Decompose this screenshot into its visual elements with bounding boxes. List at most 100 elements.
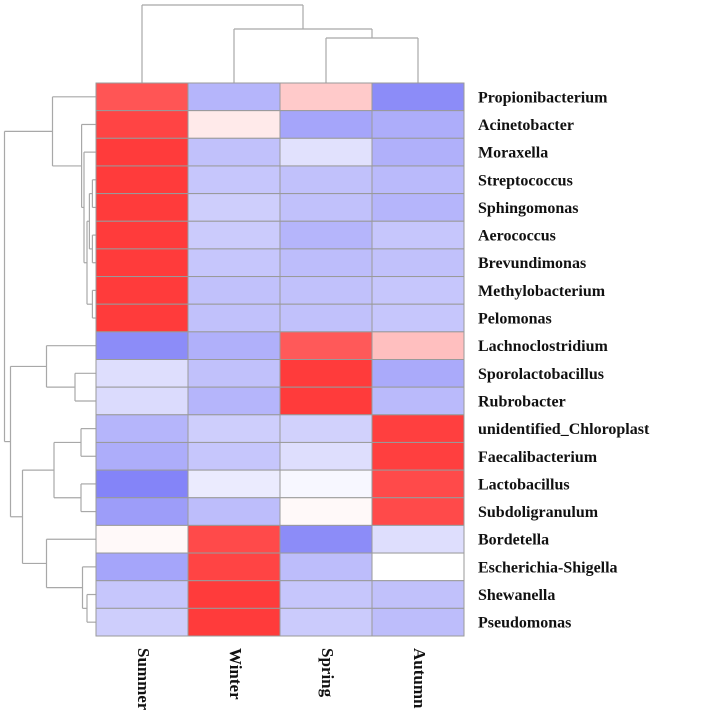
row-dendrogram — [3, 96, 96, 623]
heatmap-cell — [95, 524, 189, 554]
heatmap-cell — [279, 276, 373, 305]
row-label: Pelomonas — [478, 311, 552, 328]
heatmap-cell — [95, 248, 189, 278]
heatmap-cell — [187, 165, 281, 195]
heatmap-cell — [95, 110, 189, 139]
heatmap-cell — [187, 441, 281, 471]
heatmap-cell — [187, 414, 281, 443]
heatmap-cell — [95, 497, 189, 526]
row-label: Aerococcus — [478, 228, 556, 245]
heatmap-cell — [95, 165, 189, 195]
heatmap-cell — [187, 248, 281, 278]
heatmap-cell — [371, 552, 465, 582]
heatmap-cell — [371, 441, 465, 471]
heatmap-cell — [371, 414, 465, 443]
heatmap-cell — [371, 248, 465, 278]
heatmap-cell — [95, 137, 189, 167]
heatmap-cell — [279, 359, 373, 388]
heatmap-cell — [279, 110, 373, 139]
heatmap-cell — [371, 331, 465, 361]
heatmap-cell — [371, 303, 465, 333]
heatmap-cell — [279, 248, 373, 278]
row-label: Propionibacterium — [478, 89, 608, 106]
row-label: Bordetella — [478, 532, 549, 549]
heatmap-cells — [95, 82, 465, 637]
heatmap-cell — [95, 469, 189, 499]
heatmap-cell — [187, 524, 281, 554]
heatmap-cell — [187, 359, 281, 388]
column-label: Spring — [318, 648, 337, 698]
row-label: Streptococcus — [478, 172, 573, 189]
column-labels: Summer Winter Spring Autumn — [134, 648, 429, 711]
heatmap-cell — [371, 607, 465, 637]
heatmap-cell — [187, 497, 281, 526]
heatmap-cell — [187, 82, 281, 112]
heatmap-cell — [279, 414, 373, 443]
heatmap-cell — [187, 220, 281, 250]
row-label: Sporolactobacillus — [478, 366, 604, 383]
heatmap-cell — [279, 552, 373, 582]
row-label: Pseudomonas — [478, 615, 571, 632]
row-label: Rubrobacter — [478, 393, 566, 410]
heatmap-cell — [371, 469, 465, 499]
row-label: Acinetobacter — [478, 117, 574, 134]
row-label: Brevundimonas — [478, 255, 586, 272]
row-label: Methylobacterium — [478, 283, 606, 300]
row-label: unidentified_Chloroplast — [478, 421, 650, 438]
heatmap-cell — [371, 82, 465, 112]
heatmap-cell — [187, 386, 281, 416]
heatmap-cell — [279, 220, 373, 250]
heatmap-cell — [187, 193, 281, 222]
row-label: Sphingomonas — [478, 200, 579, 217]
heatmap-cell — [187, 552, 281, 582]
column-label: Autumn — [410, 648, 429, 709]
heatmap-cell — [187, 110, 281, 139]
row-label: Escherichia-Shigella — [478, 559, 618, 576]
heatmap-cell — [187, 276, 281, 305]
heatmap-cell — [95, 386, 189, 416]
row-labels: Propionibacterium Acinetobacter Moraxella S… — [478, 89, 650, 631]
heatmap-cell — [95, 414, 189, 443]
heatmap-cell — [371, 220, 465, 250]
heatmap-cell — [371, 137, 465, 167]
heatmap-cell — [279, 607, 373, 637]
heatmap-cell — [95, 193, 189, 222]
heatmap-cell — [371, 386, 465, 416]
heatmap-cell — [95, 303, 189, 333]
heatmap-cell — [371, 165, 465, 195]
heatmap-cell — [95, 220, 189, 250]
heatmap-cell — [371, 524, 465, 554]
row-label: Shewanella — [478, 587, 555, 604]
heatmap-cell — [187, 331, 281, 361]
row-label: Lactobacillus — [478, 476, 570, 493]
heatmap-cell — [279, 193, 373, 222]
heatmap-cell — [95, 331, 189, 361]
heatmap-cell — [187, 303, 281, 333]
heatmap-cell — [371, 276, 465, 305]
heatmap-cell — [279, 441, 373, 471]
heatmap-cell — [279, 165, 373, 195]
heatmap-cell — [95, 441, 189, 471]
heatmap-cell — [371, 193, 465, 222]
heatmap-cell — [187, 469, 281, 499]
heatmap-cell — [279, 524, 373, 554]
heatmap-cell — [95, 82, 189, 112]
heatmap-cell — [279, 497, 373, 526]
heatmap-cell — [187, 607, 281, 637]
row-label: Subdoligranulum — [478, 504, 599, 521]
heatmap-cell — [279, 386, 373, 416]
heatmap-cell — [95, 359, 189, 388]
heatmap-cell — [371, 110, 465, 139]
row-label: Faecalibacterium — [478, 449, 598, 466]
heatmap-cell — [371, 359, 465, 388]
heatmap-cell — [279, 82, 373, 112]
heatmap-cell — [279, 580, 373, 609]
heatmap-cell — [95, 607, 189, 637]
heatmap-cell — [95, 276, 189, 305]
heatmap-cell — [95, 580, 189, 609]
row-label: Moraxella — [478, 145, 548, 162]
heatmap-cell — [187, 137, 281, 167]
heatmap-cell — [279, 137, 373, 167]
heatmap-cell — [279, 469, 373, 499]
